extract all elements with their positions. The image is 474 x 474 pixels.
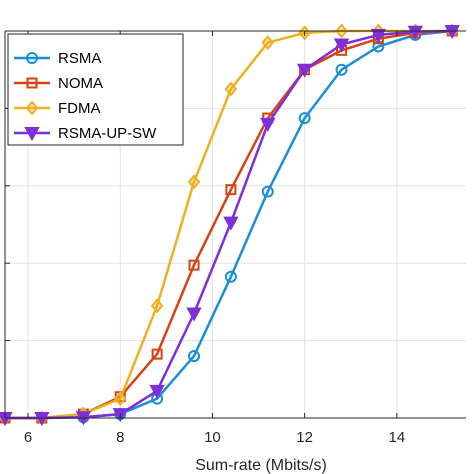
data-point-circle: [261, 185, 274, 198]
data-point-diamond: [187, 174, 201, 190]
data-point-square: [188, 259, 200, 271]
legend-item: RSMA-UP-SW: [14, 125, 157, 142]
legend-label: RSMA-UP-SW: [58, 125, 157, 142]
legend: RSMA NOMA FDMA RSMA-UP-SW: [7, 33, 184, 146]
data-point-triangle: [333, 38, 350, 53]
data-point-diamond: [224, 81, 238, 97]
data-point-square: [225, 184, 237, 196]
legend-box: [7, 33, 184, 146]
legend-label: NOMA: [58, 75, 103, 92]
legend-item: RSMA: [14, 50, 101, 67]
data-point-circle: [298, 112, 311, 125]
data-point-square: [26, 77, 38, 89]
data-point-circle: [188, 350, 201, 363]
tick-labels: 6 8 10 12 14: [24, 429, 405, 446]
x-tick-label: 14: [389, 429, 406, 446]
data-point-diamond: [261, 35, 275, 51]
x-tick-label: 10: [204, 429, 221, 446]
data-point-triangle: [260, 117, 276, 132]
data-point-triangle: [370, 28, 387, 43]
data-point-circle: [26, 52, 38, 64]
legend-label: FDMA: [58, 100, 101, 117]
x-tick-label: 6: [24, 429, 32, 446]
data-point-circle: [335, 63, 348, 76]
legend-item: FDMA: [14, 100, 101, 117]
data-point-triangle: [186, 307, 202, 322]
data-point-triangle: [149, 384, 165, 399]
x-tick-label: 8: [116, 429, 124, 446]
data-point-circle: [224, 270, 237, 283]
data-point-diamond: [113, 391, 127, 407]
data-point-triangle: [223, 216, 239, 231]
data-point-diamond: [150, 298, 164, 314]
data-point-diamond: [25, 100, 39, 116]
x-axis-label: Sum-rate (Mbits/s): [195, 457, 327, 474]
data-point-triangle: [296, 63, 313, 78]
data-point-square: [151, 348, 163, 360]
legend-label: RSMA: [58, 50, 101, 67]
data-point-triangle: [407, 25, 423, 40]
data-point-triangle: [24, 127, 40, 142]
legend-item: NOMA: [14, 75, 103, 92]
x-tick-label: 12: [296, 429, 313, 446]
